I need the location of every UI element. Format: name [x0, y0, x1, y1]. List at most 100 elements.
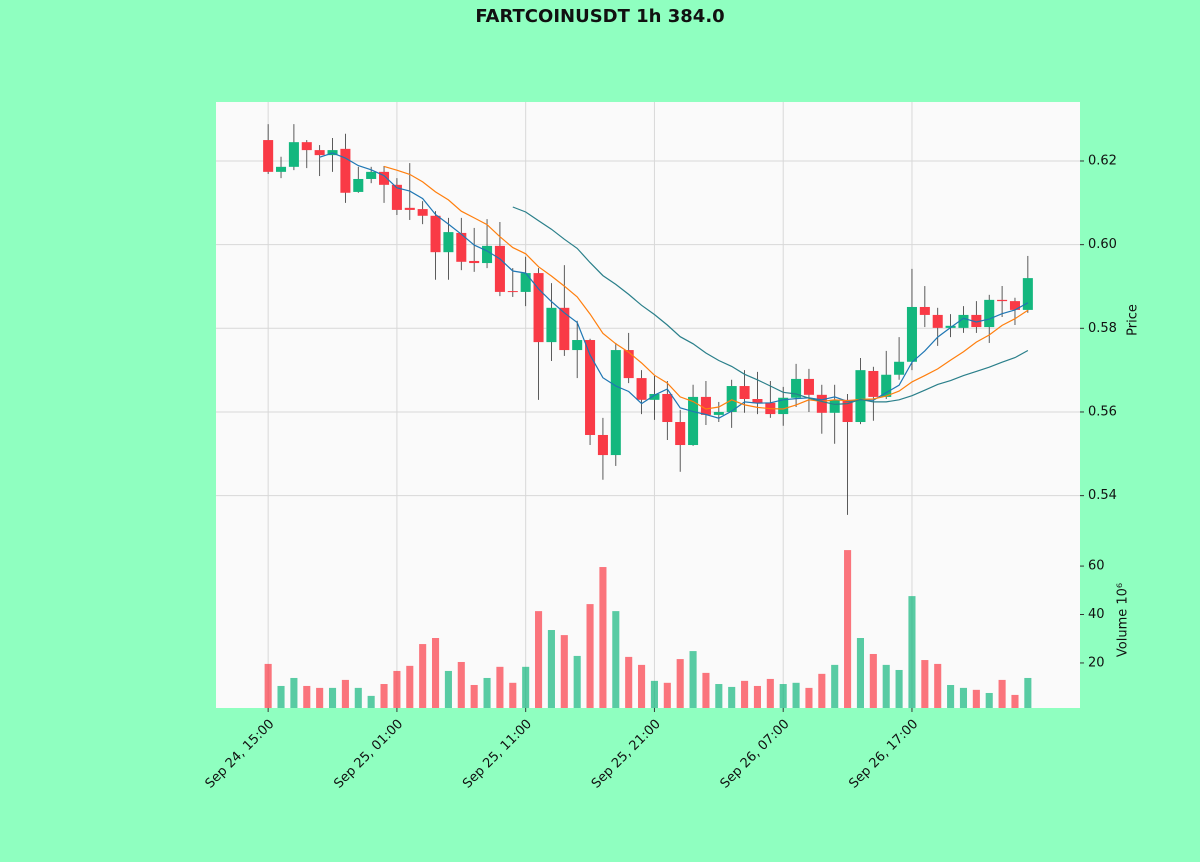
volume-bar	[406, 665, 414, 708]
candle-body	[585, 340, 596, 435]
candle-body	[623, 350, 634, 379]
candle-body	[919, 306, 930, 315]
candle-body	[984, 299, 995, 328]
volume-bar	[483, 677, 491, 708]
volume-bar	[947, 684, 955, 708]
volume-bar	[882, 664, 890, 708]
candle-body	[958, 314, 969, 328]
volume-bar	[663, 682, 671, 708]
volume-bar	[753, 685, 761, 708]
candle-body	[443, 232, 454, 253]
volume-bar	[586, 604, 594, 708]
volume-bar	[728, 686, 736, 708]
volume-bar	[805, 687, 813, 708]
volume-bar	[715, 684, 723, 708]
candle-body	[662, 393, 673, 423]
x-tick-label: Sep 26, 17:00	[846, 717, 921, 792]
y2-axis-label: Volume 10⁶	[1116, 583, 1131, 657]
candle-body	[752, 399, 763, 404]
y2-tick-label: 40	[1088, 607, 1105, 622]
candle-body	[301, 142, 312, 151]
y-tick-label: 0.62	[1088, 153, 1117, 168]
y-axis-label: Price	[1126, 304, 1141, 336]
volume-bar	[457, 661, 465, 708]
volume-bar	[650, 680, 658, 708]
candle-body	[533, 273, 544, 343]
plot-area	[216, 102, 1080, 708]
volume-bar	[985, 692, 993, 708]
candle-body	[636, 378, 647, 400]
x-tick-label: Sep 25, 21:00	[589, 717, 664, 792]
candle-body	[726, 386, 737, 412]
candle-body	[482, 245, 493, 264]
candle-body	[675, 422, 686, 446]
volume-bar	[380, 684, 388, 708]
volume-bar	[341, 679, 349, 708]
volume-bar	[547, 630, 555, 708]
y2-tick-label: 60	[1088, 559, 1105, 574]
volume-bar	[625, 656, 633, 708]
y-tick-label: 0.54	[1088, 488, 1117, 503]
candle-body	[688, 396, 699, 446]
candle-body	[456, 232, 467, 262]
candle-body	[997, 299, 1008, 302]
volume-bar	[638, 664, 646, 708]
candle-body	[340, 148, 351, 193]
volume-bar	[277, 685, 285, 708]
volume-bar	[844, 550, 852, 708]
volume-bar	[419, 644, 427, 708]
volume-bar	[908, 596, 916, 708]
candle-body	[507, 291, 518, 293]
volume-bar	[702, 672, 710, 708]
y-tick-label: 0.60	[1088, 237, 1117, 252]
candle-body	[494, 245, 505, 292]
volume-bar	[689, 651, 697, 708]
volume-bar	[921, 660, 929, 708]
candle-body	[1009, 301, 1020, 310]
candle-body	[842, 399, 853, 423]
y2-tick-label: 20	[1088, 655, 1105, 670]
volume-bar	[444, 670, 452, 708]
candle-body	[404, 207, 415, 210]
candle-body	[881, 374, 892, 397]
volume-bar	[509, 682, 517, 708]
candle-body	[469, 260, 480, 264]
volume-bar	[303, 685, 311, 708]
volume-bar	[522, 666, 530, 708]
volume-bar	[895, 669, 903, 708]
candle-body	[597, 434, 608, 456]
candle-body	[288, 142, 299, 167]
candle-body	[417, 209, 428, 216]
y-tick-label: 0.58	[1088, 321, 1117, 336]
candle-body	[366, 171, 377, 179]
candle-body	[391, 184, 402, 210]
volume-bar	[1011, 694, 1019, 708]
candle-body	[314, 150, 325, 156]
x-tick-label: Sep 24, 15:00	[203, 717, 278, 792]
volume-bar	[766, 678, 774, 708]
candle-body	[559, 307, 570, 351]
candle-body	[276, 166, 287, 172]
volume-bar	[290, 677, 298, 708]
candle-body	[868, 370, 879, 397]
volume-bar	[573, 655, 581, 708]
candle-body	[739, 386, 750, 400]
volume-bar	[599, 567, 607, 708]
candle-body	[572, 340, 583, 351]
moving-average-line	[319, 152, 1029, 419]
candle-body	[263, 140, 274, 172]
volume-bar	[432, 638, 440, 708]
candle-body	[932, 314, 943, 328]
x-tick-label: Sep 26, 07:00	[718, 717, 793, 792]
moving-average-line	[383, 165, 1029, 410]
volume-bar	[316, 687, 324, 708]
candle-body	[379, 171, 390, 185]
volume-bar	[328, 687, 337, 708]
candle-body	[816, 394, 827, 413]
x-tick-label: Sep 25, 11:00	[460, 717, 535, 792]
volume-bar	[535, 611, 543, 708]
candle-body	[829, 399, 840, 413]
candle-body	[353, 178, 364, 192]
volume-bar	[264, 663, 272, 708]
